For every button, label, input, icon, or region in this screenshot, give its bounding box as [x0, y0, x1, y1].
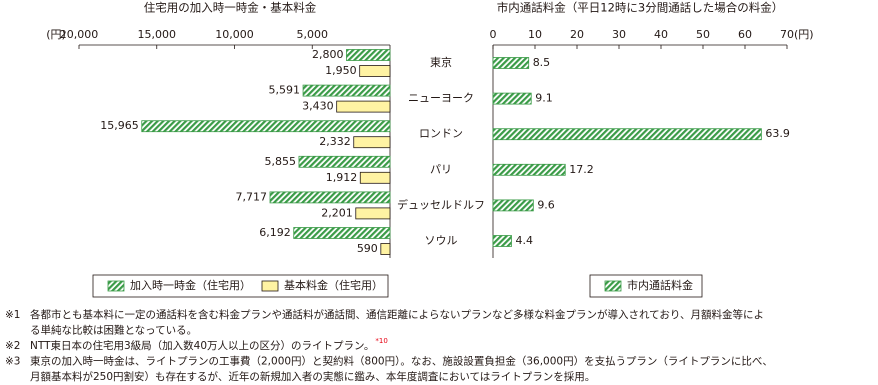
legend-box — [589, 274, 703, 298]
x-tick-label: 15,000 — [138, 28, 177, 41]
value-label: 15,965 — [100, 119, 139, 132]
x-tick-label: 70 — [780, 28, 794, 41]
x-tick-label: 60 — [738, 28, 752, 41]
value-label: 1,950 — [325, 64, 357, 77]
note-text: 月額基本料が250円割安）も存在するが、近年の新規加入者の実態に鑑み、本年度調査… — [30, 370, 595, 383]
value-label: 5,591 — [269, 84, 301, 97]
note-sup: *10 — [375, 337, 387, 345]
bar — [359, 171, 391, 184]
bar — [380, 243, 391, 255]
note-text: る単純な比較は困難となっている。 — [30, 324, 197, 337]
category-label: デュッセルドルフ — [397, 197, 485, 211]
bar — [492, 235, 512, 247]
value-label: 3,430 — [302, 100, 334, 113]
legend-swatch — [604, 280, 622, 292]
category-label: ロンドン — [419, 127, 463, 140]
value-label: 9.6 — [537, 198, 555, 211]
category-label: ソウル — [425, 234, 458, 247]
category-label: パリ — [430, 163, 452, 176]
value-label: 8.5 — [533, 56, 551, 69]
legend-swatch — [261, 280, 279, 292]
value-label: 17.2 — [569, 163, 594, 176]
bar — [492, 57, 530, 69]
chart-title: 住宅用の加入時一時金・基本料金 — [144, 1, 317, 15]
value-label: 2,800 — [312, 48, 344, 61]
axis-unit: (円) — [46, 28, 66, 41]
bar — [302, 84, 391, 97]
value-label: 590 — [357, 242, 378, 255]
value-label: 1,912 — [326, 171, 358, 184]
value-label: 2,332 — [319, 135, 351, 148]
value-label: 7,717 — [236, 190, 268, 203]
note-text: 各都市とも基本料に一定の通話料を含む料金プランや通話料が通話間、通信距離によらな… — [30, 308, 764, 321]
value-label: 5,855 — [264, 155, 296, 168]
x-tick-label: 20,000 — [60, 28, 99, 41]
note-text: 東京の加入時一時金は、ライトプランの工事費（2,000円）と契約料（800円）。… — [30, 355, 773, 368]
x-tick-label: 10 — [528, 28, 542, 41]
legend-label: 市内通話料金 — [627, 278, 693, 292]
value-label: 63.9 — [765, 127, 790, 140]
x-tick-label: 0 — [490, 28, 497, 41]
note-mark: ※3 — [5, 356, 20, 368]
legend-label: 加入時一時金（住宅用） — [130, 278, 251, 292]
bar — [492, 163, 566, 176]
x-tick-label: 20 — [570, 28, 584, 41]
x-tick-label: 30 — [612, 28, 626, 41]
value-label: 4.4 — [515, 234, 533, 247]
x-tick-label: 10,000 — [215, 28, 254, 41]
value-label: 9.1 — [535, 92, 553, 105]
note-text: NTT東日本の住宅用3級局（加入数40万人以上の区分）のライトプラン。 — [30, 339, 374, 352]
category-label: ニューヨーク — [408, 92, 474, 105]
x-tick-label: 5,000 — [297, 28, 329, 41]
bar — [492, 128, 762, 141]
note-mark: ※1 — [5, 309, 20, 321]
bar — [346, 49, 391, 61]
legend-label: 基本料金（住宅用） — [284, 278, 383, 292]
note-mark: ※2 — [5, 340, 20, 352]
value-label: 6,192 — [259, 226, 291, 239]
bar — [269, 191, 391, 204]
legend-swatch — [107, 280, 125, 292]
x-tick-label: 40 — [654, 28, 668, 41]
bar — [359, 65, 391, 77]
bar — [293, 227, 391, 239]
bar — [141, 120, 391, 133]
legend-box — [92, 274, 389, 298]
bar — [492, 199, 534, 212]
value-label: 2,201 — [321, 206, 353, 219]
bar — [353, 136, 391, 149]
x-tick-label: 50 — [696, 28, 710, 41]
bar — [336, 100, 391, 113]
category-label: 東京 — [430, 55, 452, 69]
chart-title: 市内通話料金（平日12時に3分間通話した場合の料金） — [497, 1, 783, 15]
bar — [298, 155, 391, 168]
bar — [355, 207, 391, 220]
bar — [492, 92, 532, 105]
axis-unit: (円) — [794, 28, 814, 41]
